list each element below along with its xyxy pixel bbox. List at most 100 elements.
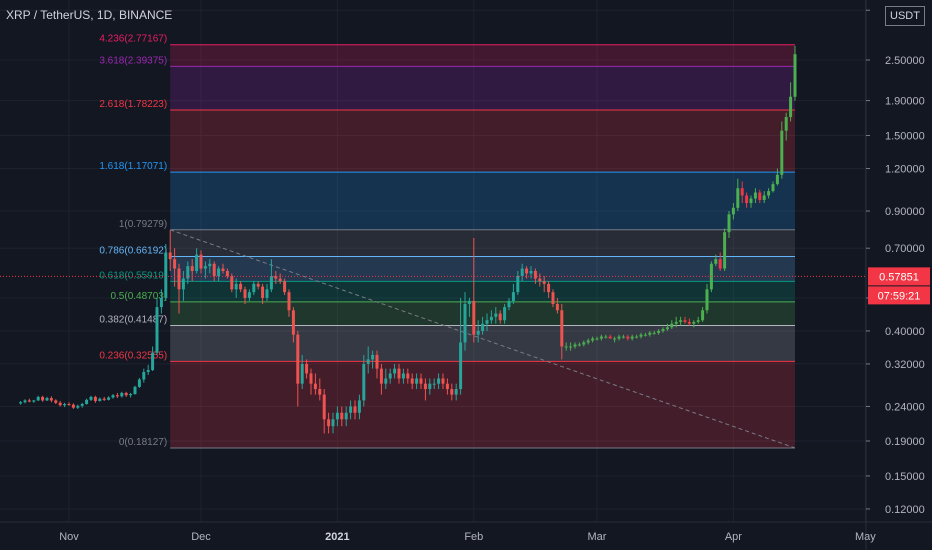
fib-band <box>170 172 795 230</box>
candle-body <box>151 352 155 371</box>
candle-body <box>256 283 260 287</box>
candle-body <box>428 383 432 390</box>
fib-level-label: 0.618(0.55919) <box>99 270 167 281</box>
candle <box>476 320 480 343</box>
candle-body <box>225 270 229 277</box>
candle <box>80 402 84 408</box>
candle-body <box>89 396 93 400</box>
fib-level-label: 0.382(0.41487) <box>99 315 167 326</box>
candle <box>665 323 669 331</box>
candle-body <box>49 398 53 401</box>
currency-button[interactable]: USDT <box>885 6 925 26</box>
candle-body <box>560 310 564 347</box>
candle <box>349 400 353 420</box>
candle-body <box>775 174 779 185</box>
candle <box>45 396 49 402</box>
candle <box>481 316 485 335</box>
candle <box>652 330 656 335</box>
price-tick-label: 1.20000 <box>885 164 925 176</box>
candle-body <box>454 389 458 395</box>
candle-body <box>190 266 194 271</box>
last-price-badge <box>868 267 930 286</box>
time-tick-label: Nov <box>59 531 79 543</box>
candle-body <box>674 321 678 324</box>
candle-body <box>569 346 573 348</box>
candle <box>357 394 361 420</box>
candle <box>36 395 40 402</box>
candle <box>551 289 555 308</box>
candle-body <box>388 373 392 379</box>
price-tick-label: 0.70000 <box>885 243 925 255</box>
candle-body <box>379 368 383 384</box>
candle <box>789 82 793 122</box>
candle <box>371 350 375 369</box>
candle-body <box>85 399 89 405</box>
candle <box>582 340 586 347</box>
price-tick-label: 0.12000 <box>885 504 925 516</box>
time-tick-label: May <box>855 531 876 543</box>
candle <box>586 338 590 345</box>
candle <box>129 392 133 398</box>
candle <box>305 359 309 379</box>
candle-body <box>533 270 537 279</box>
candle-body <box>467 300 471 304</box>
candle <box>58 401 62 407</box>
candle <box>775 168 779 186</box>
candle <box>762 191 766 204</box>
candle <box>723 228 727 271</box>
candle-body <box>107 397 111 400</box>
candle-body <box>269 276 273 290</box>
candle <box>256 281 260 290</box>
candle <box>362 354 366 407</box>
candle <box>234 278 238 298</box>
candle-body <box>115 395 119 397</box>
candle <box>313 373 317 395</box>
candle <box>379 363 383 395</box>
candle <box>111 394 115 399</box>
candle-body <box>137 379 141 387</box>
price-tick-label: 1.90000 <box>885 96 925 108</box>
candle-body <box>177 268 181 290</box>
fib-band <box>170 66 795 111</box>
candle-body <box>780 130 784 175</box>
candle-body <box>692 321 696 324</box>
candle-body <box>384 378 388 384</box>
candle-body <box>340 412 344 420</box>
candle-body <box>595 338 599 340</box>
fib-band <box>170 256 795 282</box>
candle <box>604 334 608 339</box>
candle <box>503 303 507 324</box>
price-tick-label: 0.32000 <box>885 359 925 371</box>
candle-body <box>626 336 630 339</box>
candle <box>146 364 150 375</box>
candle <box>648 330 652 337</box>
candle-body <box>494 313 498 317</box>
candle-body <box>344 412 348 420</box>
candle-body <box>327 419 331 427</box>
candle <box>577 342 581 347</box>
time-tick-label: Apr <box>725 531 742 543</box>
trend-line <box>170 229 796 449</box>
symbol-title[interactable]: XRP / TetherUS, 1D, BINANCE <box>6 8 173 22</box>
candle <box>137 377 141 388</box>
candle <box>63 402 67 408</box>
candle <box>564 342 568 351</box>
candle-body <box>758 192 762 200</box>
candle-body <box>679 320 683 322</box>
candle-body <box>98 398 102 402</box>
candle <box>538 273 542 287</box>
fib-band <box>170 301 795 326</box>
candle <box>155 297 159 355</box>
candle-body <box>142 371 146 380</box>
candle-body <box>599 336 603 339</box>
candle <box>635 334 639 339</box>
time-tick-label: 2021 <box>325 531 349 543</box>
candle-body <box>564 346 568 348</box>
candle-body <box>401 373 405 379</box>
candle <box>243 286 247 304</box>
candle-body <box>657 330 661 333</box>
candle <box>432 378 436 390</box>
candle <box>71 403 75 409</box>
candle <box>252 281 256 296</box>
